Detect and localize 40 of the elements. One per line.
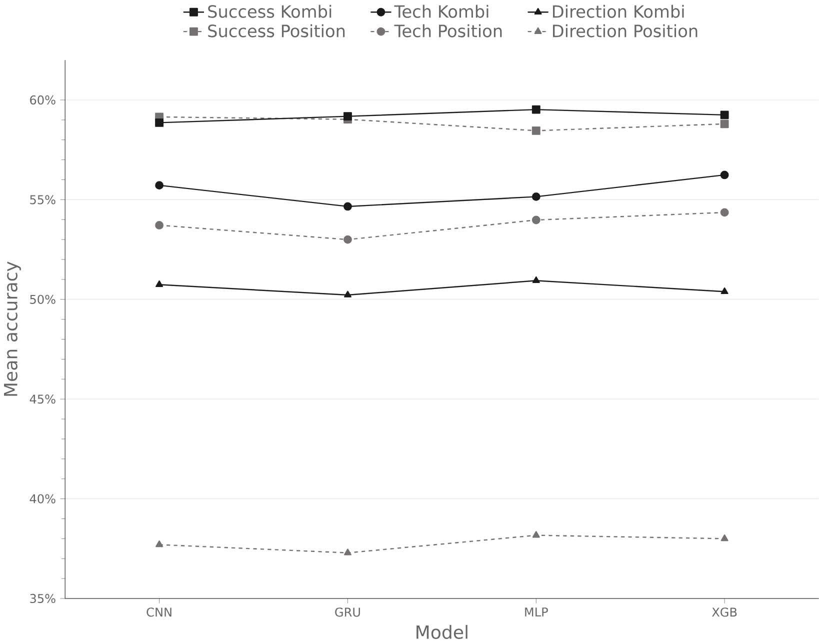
x-tick-label: CNN	[146, 608, 172, 617]
y-tick-label: 55%	[30, 195, 56, 204]
point	[155, 181, 164, 190]
point	[532, 216, 540, 224]
legend-label: Direction Position	[553, 24, 698, 38]
point	[720, 170, 729, 180]
y-tick-label: 40%	[30, 494, 56, 504]
y-tick-label: 50%	[30, 294, 56, 304]
legend-label: Direction Kombi	[553, 4, 684, 18]
point	[343, 202, 352, 211]
point	[155, 221, 164, 230]
point	[156, 540, 164, 548]
point	[344, 548, 352, 556]
x-tick-label: MLP	[525, 608, 548, 616]
point	[720, 534, 728, 542]
point	[720, 120, 729, 128]
legend-label: Tech Position	[394, 24, 502, 38]
y-tick-label: 45%	[30, 394, 56, 404]
point	[720, 110, 729, 120]
point	[532, 105, 540, 114]
point	[720, 287, 728, 294]
x-axis-title: Model	[416, 624, 468, 639]
point	[344, 290, 352, 298]
x-tick-label: GRU	[335, 608, 360, 617]
legend-label: Success Kombi	[208, 4, 332, 18]
point	[532, 276, 540, 284]
legend-label: Success Position	[208, 24, 345, 38]
x-tick-label: XGB	[712, 608, 737, 617]
y-tick-label: 60%	[30, 95, 56, 105]
point	[156, 280, 164, 288]
point	[155, 118, 164, 127]
y-tick-label: 35%	[30, 594, 56, 604]
y-axis-title: Mean accuracy	[4, 262, 21, 396]
point	[532, 192, 540, 201]
point	[343, 112, 352, 121]
point	[532, 126, 540, 135]
point	[532, 531, 540, 538]
point	[343, 235, 352, 244]
legend-label: Tech Kombi	[394, 4, 488, 18]
point	[720, 208, 729, 217]
